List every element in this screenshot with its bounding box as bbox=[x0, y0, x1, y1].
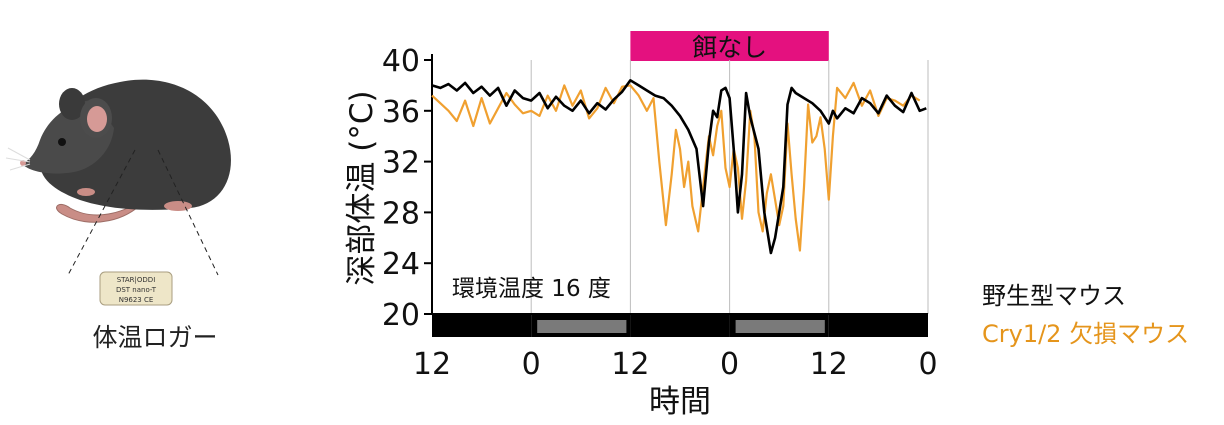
series-line-wild-type bbox=[432, 80, 926, 253]
legend-wild-type: 野生型マウス bbox=[982, 276, 1126, 311]
y-tick-label: 40 bbox=[382, 44, 420, 79]
light-phase-segment bbox=[537, 320, 626, 333]
x-tick-label: 0 bbox=[918, 347, 937, 382]
y-tick-label: 36 bbox=[382, 95, 420, 130]
y-tick-label: 28 bbox=[382, 196, 420, 231]
x-tick-label: 12 bbox=[810, 347, 848, 382]
legend-cry-knockout: Cry1/2 欠損マウス bbox=[982, 314, 1189, 349]
ambient-temperature-annotation: 環境温度 16 度 bbox=[452, 276, 611, 302]
y-tick-label: 20 bbox=[382, 298, 420, 333]
x-axis-title: 時間 bbox=[649, 384, 711, 420]
fasting-bar-label: 餌なし bbox=[692, 33, 767, 62]
x-tick-label: 0 bbox=[720, 347, 739, 382]
y-axis-title: 深部体温 (°C) bbox=[344, 90, 380, 285]
x-tick-label: 12 bbox=[611, 347, 649, 382]
light-phase-segment bbox=[736, 320, 825, 333]
light-dark-bar-segment bbox=[432, 315, 531, 337]
y-tick-label: 32 bbox=[382, 146, 420, 181]
y-tick-label: 24 bbox=[382, 247, 420, 282]
x-tick-label: 0 bbox=[522, 347, 541, 382]
light-dark-bar-segment bbox=[829, 315, 928, 337]
x-tick-label: 12 bbox=[413, 347, 451, 382]
light-dark-bar-segment bbox=[630, 315, 729, 337]
